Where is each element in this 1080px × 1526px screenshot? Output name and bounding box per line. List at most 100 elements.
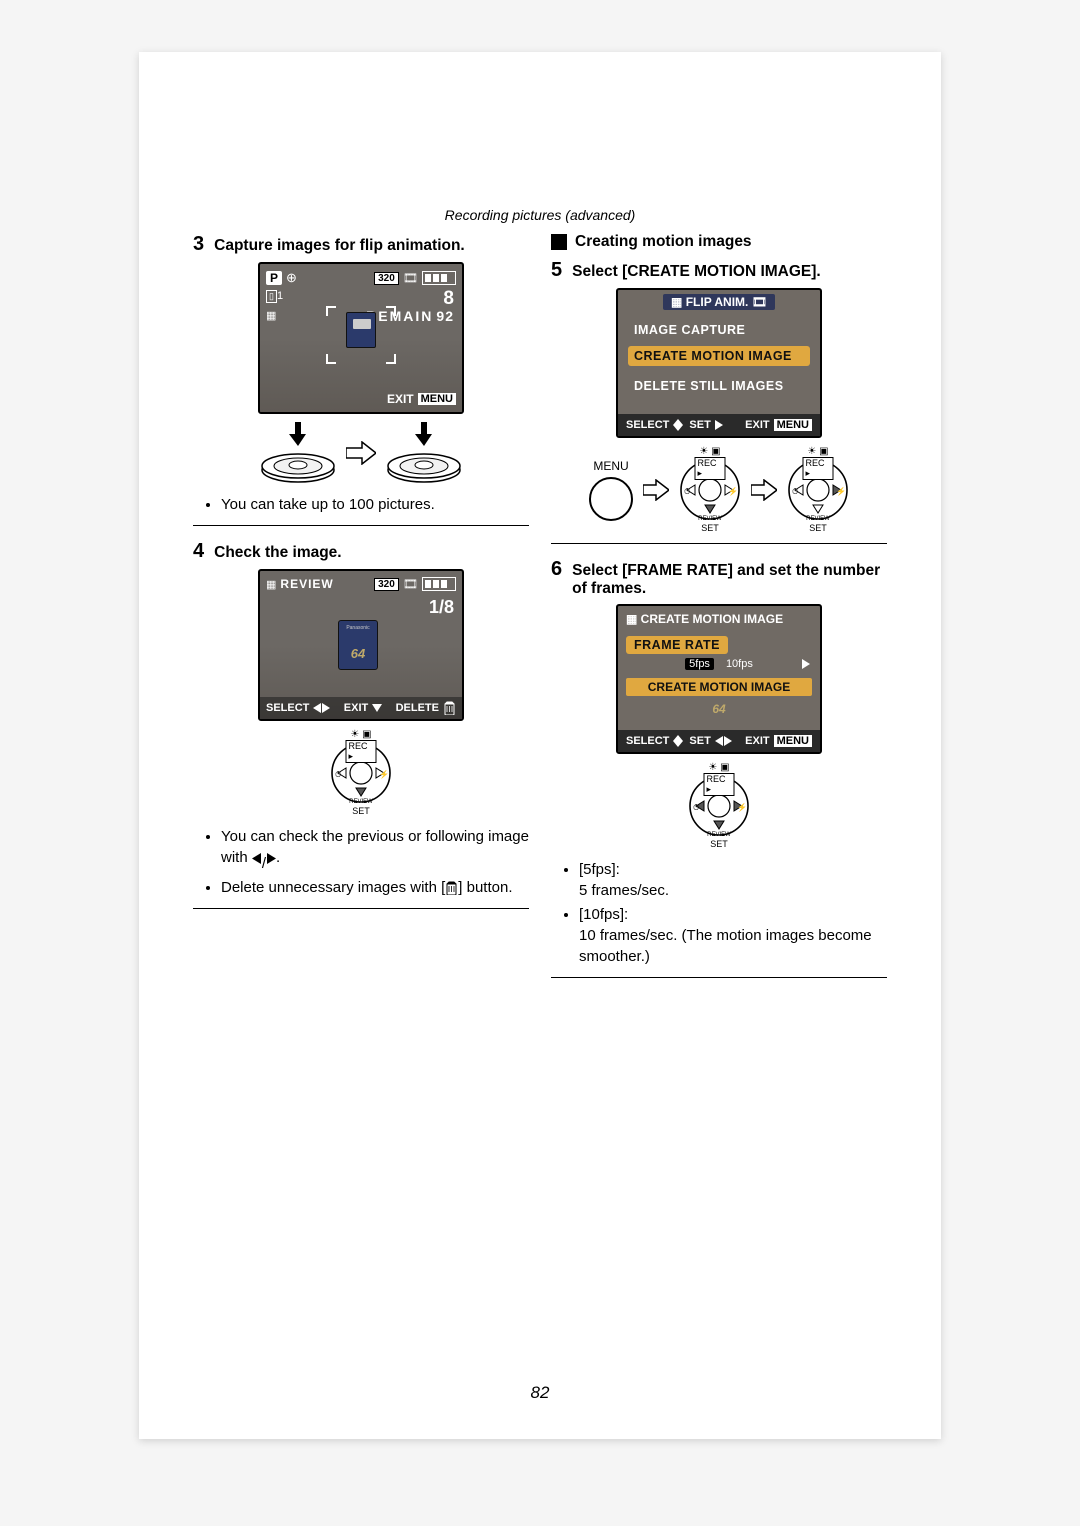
step3-head: 3 Capture images for flip animation. [193,233,529,256]
step3-screen: P ⊕ 320 🎞 ▯1 8 ▦ [258,262,464,414]
step4-screen: ▦ REVIEW 320 🎞 1/8 SELECT EXIT [258,569,464,721]
divider [193,908,529,909]
shutter-button-left [260,448,336,484]
left-column: 3 Capture images for flip animation. P ⊕… [193,233,529,992]
step5-screen: ▦ FLIP ANIM. 🎞 IMAGE CAPTURE CREATE MOTI… [616,288,822,438]
section-bar: Creating motion images [551,233,887,251]
mode-icons: ☀ ▣ [699,446,720,457]
mode-icons: ☀ ▣ [350,729,371,740]
step4-title: Check the image. [214,544,342,562]
card-indicator: ▯1 [266,290,283,303]
shots-count: 8 [443,288,454,310]
subject-card [338,620,384,676]
frame-rate-selected: FRAME RATE [626,636,728,654]
fps-10: 10fps [726,658,753,670]
right-tri-icon [802,658,810,672]
step6-screen: ▦ CREATE MOTION IMAGE FRAME RATE 5fps 10… [616,604,822,754]
step4-head: 4 Check the image. [193,540,529,563]
nav-dial: ⏱⚡ REC ▸ REVIEW [679,459,741,521]
svg-text:⏱: ⏱ [693,803,699,812]
step6-note1: [5fps]: 5 frames/sec. [579,859,887,901]
set-label: SET [701,523,719,533]
step6-note2: [10fps]: 10 frames/sec. (The motion imag… [579,904,887,967]
menu-item-1: IMAGE CAPTURE [628,320,810,340]
review-label: REVIEW [280,577,333,591]
frame-index: 1/8 [429,597,454,618]
step3-title: Capture images for flip animation. [214,237,465,255]
trash-icon [443,701,456,715]
arrow-right-icon [346,441,376,465]
step5-head: 5 Select [CREATE MOTION IMAGE]. [551,259,887,282]
mode-icons: ☀ ▣ [708,762,729,773]
step3-notes: You can take up to 100 pictures. [193,494,529,515]
menu-title: ▦ CREATE MOTION IMAGE [626,612,783,626]
section-header: Recording pictures (advanced) [139,52,941,223]
set-label: SET [809,523,827,533]
step6-title: Select [FRAME RATE] and set the number o… [572,562,887,598]
film-icon: ▦ [266,578,276,591]
rec-badge: REC ▸ [695,457,726,480]
size-badge: 320 [374,272,399,285]
set-label: SET [710,839,728,849]
shutter-row [193,422,529,484]
left-right-icon [715,736,732,746]
down-tri-icon [372,704,382,712]
divider [193,525,529,526]
trash-icon [445,881,458,895]
menu-item-3: DELETE STILL IMAGES [628,376,810,396]
svg-text:⏱: ⏱ [684,487,690,496]
subject-figure [341,312,381,358]
svg-text:⚡: ⚡ [836,486,846,496]
step5-title: Select [CREATE MOTION IMAGE]. [572,263,821,281]
manual-page: Recording pictures (advanced) 3 Capture … [139,52,941,1439]
step6-head: 6 Select [FRAME RATE] and set the number… [551,558,887,598]
step4-dial: ☀ ▣ ⏱ ⚡ REC ▸ REVIEW [193,729,529,816]
menu-title: ▦ FLIP ANIM. 🎞 [663,294,775,310]
section-title: Creating motion images [575,233,752,251]
page-content: Recording pictures (advanced) 3 Capture … [139,52,941,1439]
step6-notes: [5fps]: 5 frames/sec. [10fps]: 10 frames… [551,859,887,967]
svg-text:⚡: ⚡ [737,802,747,812]
divider [551,543,887,544]
menu-item-selected: CREATE MOTION IMAGE [628,346,810,366]
set-label: SET [352,806,370,816]
anim-icon: ▦ [266,309,276,322]
rec-badge: REC ▸ [704,773,735,796]
step4-note2: Delete unnecessary images with [] button… [221,877,529,898]
step4-bottom-bar: SELECT EXIT DELETE [260,697,462,719]
mode-icons: ☀ ▣ [807,446,828,457]
svg-text:⚡: ⚡ [728,486,738,496]
block-icon [551,234,567,250]
step3-num: 3 [193,233,204,256]
svg-text:⚡: ⚡ [379,769,389,779]
fps-options: 5fps 10fps [638,658,800,670]
step5-bottom-bar: SELECT SET EXITMENU [618,414,820,436]
up-down-icon [673,735,683,747]
step6-dial: ☀ ▣ ⏱⚡ REC ▸ REVIEW SET [551,762,887,849]
review-arc: REVIEW [349,799,373,805]
mode-badge: P [266,271,282,285]
left-right-icon: / [252,853,276,874]
film-icon: 🎞 [403,271,418,285]
two-columns: 3 Capture images for flip animation. P ⊕… [139,223,941,992]
step4-num: 4 [193,540,204,563]
battery-icon [422,577,456,591]
step3-bottom-bar: EXIT MENU [266,392,456,406]
left-right-icon [313,703,330,713]
svg-text:⏱: ⏱ [792,487,798,496]
svg-text:⏱: ⏱ [335,770,341,779]
menu-button [589,477,633,521]
rec-badge: REC ▸ [346,740,377,763]
page-number: 82 [139,1383,941,1403]
create-motion-bar: CREATE MOTION IMAGE [626,678,812,696]
divider [551,977,887,978]
menu-label: MENU [418,393,456,405]
step6-num: 6 [551,558,562,581]
step4-notes: You can check the previous or following … [193,826,529,898]
step4-note1: You can check the previous or following … [221,826,529,874]
step5-num: 5 [551,259,562,282]
battery-icon [422,271,456,285]
step6-bottom-bar: SELECT SET EXITMENU [618,730,820,752]
arrow-right-icon [643,479,669,501]
nav-dial: ⏱⚡ REC ▸ REVIEW [787,459,849,521]
